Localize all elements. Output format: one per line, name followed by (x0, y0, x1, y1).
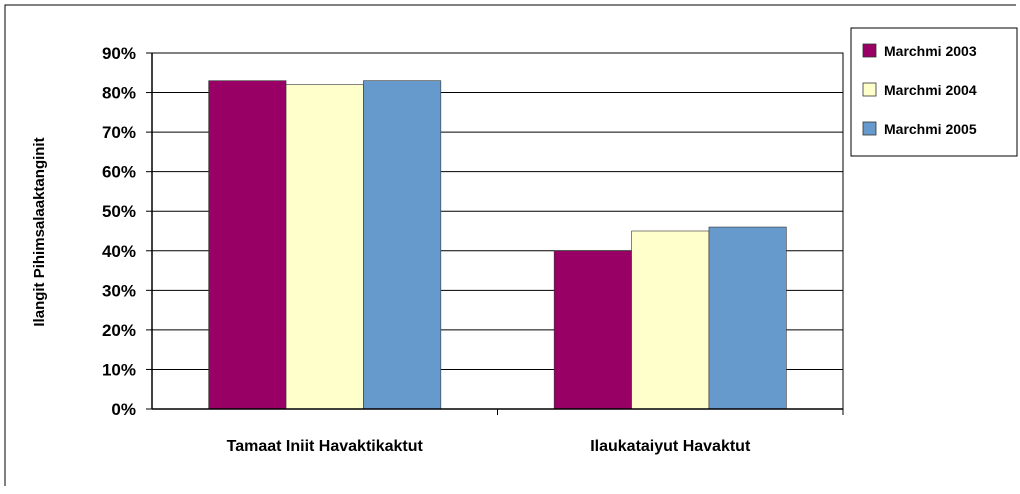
legend-box (850, 27, 1018, 157)
y-tick-label: 20% (102, 321, 136, 340)
chart-area-border (4, 4, 1016, 486)
legend-label: Marchmi 2003 (884, 43, 977, 59)
axes (146, 52, 844, 415)
legend-label: Marchmi 2004 (884, 82, 977, 98)
bar (208, 80, 287, 410)
y-tick-label: 70% (102, 123, 136, 142)
legend-swatch (862, 82, 877, 97)
bars (208, 80, 787, 410)
y-tick-label: 80% (102, 84, 136, 103)
bar (553, 250, 632, 410)
bar (631, 230, 710, 410)
y-tick-label: 60% (102, 163, 136, 182)
bar (708, 226, 787, 410)
category-label: Tamaat Iniit Havaktikaktut (227, 438, 424, 455)
y-tick-label: 0% (111, 400, 136, 419)
y-tick-label: 50% (102, 202, 136, 221)
category-label: Ilaukataiyut Havaktut (590, 438, 751, 455)
legend-swatch (862, 121, 877, 136)
legend-label: Marchmi 2005 (884, 121, 977, 137)
bar (285, 84, 364, 410)
legend: Marchmi 2003 Marchmi 2004 Marchmi 2005 (850, 27, 1018, 157)
y-tick-label: 10% (102, 360, 136, 379)
bar (363, 80, 442, 410)
y-axis-label: Ilangit Pihimsalaaktanginit (31, 137, 48, 326)
y-tick-label: 40% (102, 242, 136, 261)
legend-swatch (862, 43, 877, 58)
category-labels: Tamaat Iniit Havaktikaktut Ilaukataiyut H… (227, 438, 751, 455)
y-tick-label: 30% (102, 281, 136, 300)
y-tick-label: 90% (102, 44, 136, 63)
y-tick-labels: 0% 10% 20% 30% 40% 50% 60% 70% 80% 90% (102, 44, 136, 419)
